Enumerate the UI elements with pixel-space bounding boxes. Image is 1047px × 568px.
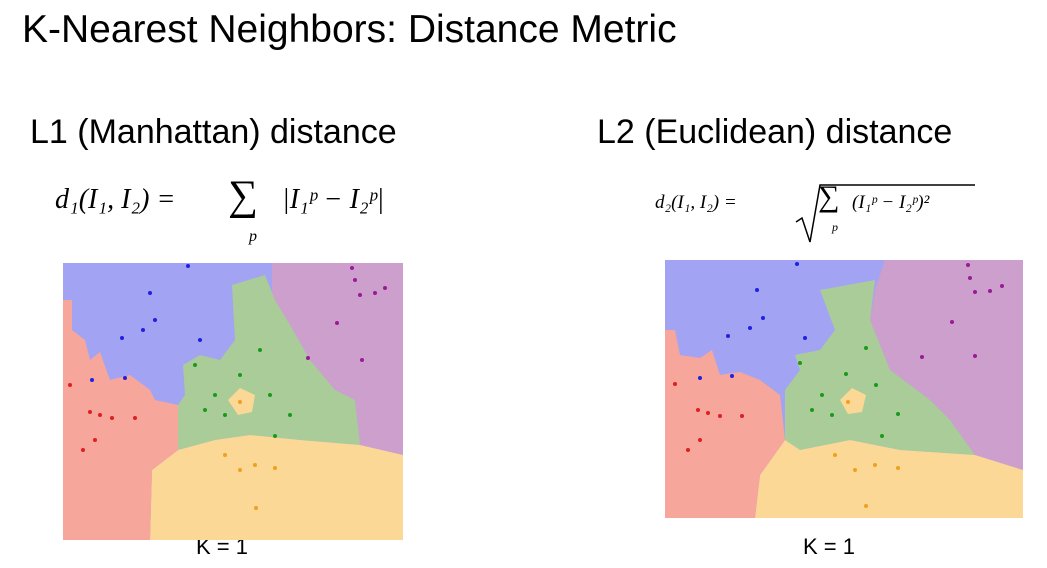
region-orange — [755, 440, 1023, 518]
formula-lhs: d₂(I₁, I₂) = — [655, 192, 737, 213]
slide-title: K-Nearest Neighbors: Distance Metric — [22, 8, 677, 51]
points-red — [68, 383, 137, 452]
formula-index: p — [249, 228, 257, 245]
region-red — [63, 300, 178, 540]
region-orange — [840, 388, 866, 414]
formula-term: (I₁ᵖ − I₂ᵖ)² — [852, 192, 930, 213]
points-purple — [920, 263, 1004, 359]
points-blue — [90, 264, 202, 382]
formula-sum: ∑ — [818, 180, 840, 213]
points-blue — [698, 262, 807, 380]
formula-sum: ∑ — [228, 173, 258, 219]
points-green — [798, 346, 900, 438]
points-purple — [306, 266, 387, 362]
region-purple — [870, 260, 1023, 470]
region-green — [785, 280, 975, 455]
left-plot — [63, 263, 403, 540]
right-heading: L2 (Euclidean) distance — [597, 113, 953, 151]
region-red — [665, 330, 785, 518]
formula-index: p — [832, 220, 838, 234]
right-caption: K = 1 — [803, 534, 855, 559]
points-orange — [223, 400, 277, 510]
formula-lhs: d₁(I₁, I₂) = — [55, 184, 176, 215]
right-plot — [665, 260, 1023, 518]
points-green — [193, 348, 292, 438]
formula-term: |I₁ᵖ − I₂ᵖ| — [282, 184, 385, 215]
left-heading: L1 (Manhattan) distance — [30, 113, 397, 151]
points-red — [673, 382, 744, 452]
radical — [795, 184, 975, 243]
region-orange — [150, 435, 403, 540]
region-green — [178, 275, 360, 450]
region-purple — [272, 263, 403, 455]
points-orange — [833, 400, 900, 508]
